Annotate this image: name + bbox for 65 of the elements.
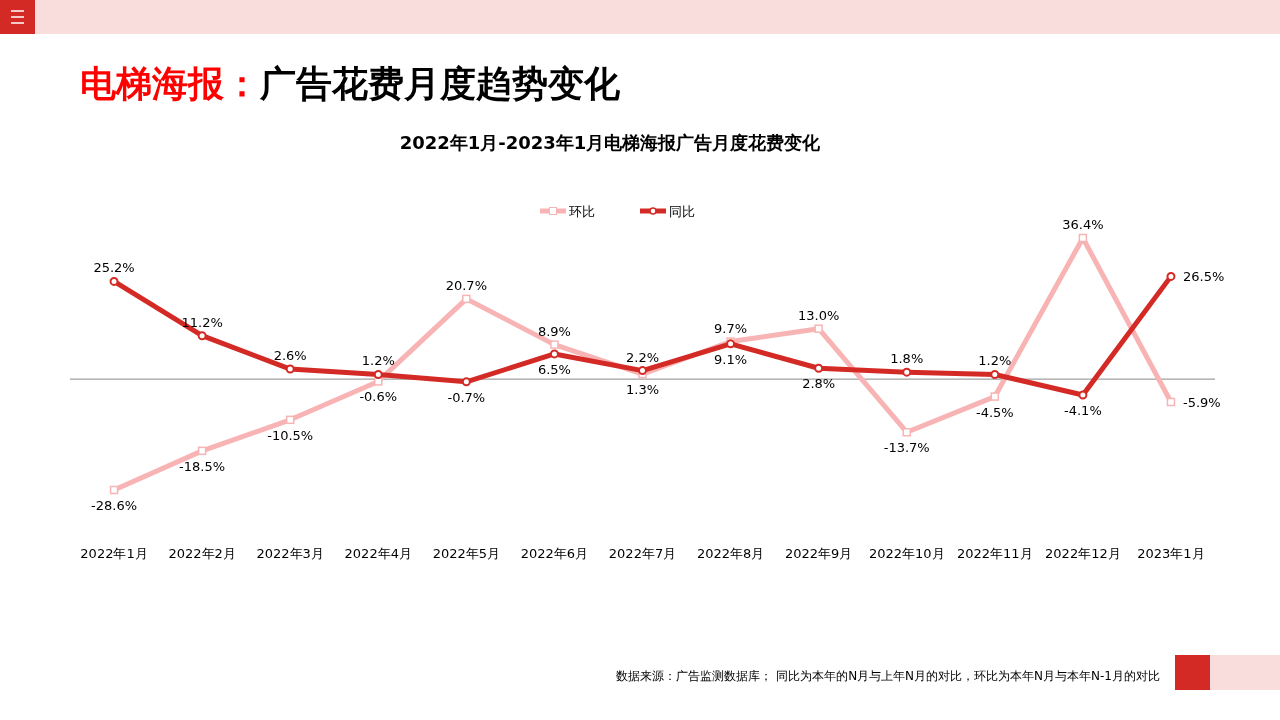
data-label: 8.9% xyxy=(537,323,571,339)
data-label: 25.2% xyxy=(93,260,135,276)
point xyxy=(373,369,383,379)
point xyxy=(109,485,119,495)
data-label: 20.7% xyxy=(445,277,487,293)
data-label: 2.8% xyxy=(802,376,836,392)
point xyxy=(1166,397,1176,407)
x-tick-label: 2022年12月 xyxy=(1045,546,1121,561)
x-tick-label: 2022年2月 xyxy=(168,546,236,561)
data-label: 1.8% xyxy=(890,351,924,367)
data-label: -0.7% xyxy=(447,389,486,405)
point xyxy=(550,340,559,349)
x-tick-label: 2022年6月 xyxy=(520,546,589,561)
data-label: 9.7% xyxy=(714,320,748,336)
data-label: 36.4% xyxy=(1062,217,1104,232)
data-label: -5.9% xyxy=(1182,394,1221,410)
data-label: -4.1% xyxy=(1064,403,1102,419)
point xyxy=(285,415,295,425)
x-tick-label: 2022年4月 xyxy=(344,546,412,561)
point xyxy=(1166,271,1176,281)
legend-label: 同比 xyxy=(669,204,695,219)
data-label: 1.2% xyxy=(978,353,1012,369)
data-label: 1.3% xyxy=(625,382,660,398)
x-tick-label: 2022年3月 xyxy=(256,546,324,561)
point xyxy=(1078,390,1088,400)
chart-title: 电梯海报：广告花费月度趋势变化 xyxy=(80,63,621,104)
data-label: 9.1% xyxy=(714,351,748,367)
x-tick-label: 2023年1月 xyxy=(1137,546,1205,561)
point xyxy=(374,377,383,386)
point xyxy=(197,446,207,456)
point xyxy=(814,363,824,373)
data-label: -13.7% xyxy=(883,440,930,456)
point xyxy=(549,349,559,359)
point xyxy=(902,427,911,437)
point xyxy=(197,331,207,341)
data-label: 2.2% xyxy=(625,349,660,365)
point xyxy=(461,377,471,387)
x-tick-label: 2022年8月 xyxy=(696,546,765,561)
x-tick-label: 2022年1月 xyxy=(80,546,148,561)
point xyxy=(285,364,295,374)
point xyxy=(902,367,912,377)
data-label: 13.0% xyxy=(798,307,840,323)
point xyxy=(990,392,1000,401)
chart-subtitle: 2022年1月-2023年1月电梯海报广告月度花费变化 xyxy=(399,132,822,153)
x-tick-label: 2022年7月 xyxy=(608,546,677,561)
legend-label: 环比 xyxy=(569,204,595,219)
data-label: 6.5% xyxy=(537,361,571,377)
point xyxy=(109,276,119,286)
point xyxy=(814,324,823,333)
data-label: 11.2% xyxy=(181,314,223,330)
data-label: -28.6% xyxy=(91,498,138,513)
data-label: 1.2% xyxy=(361,353,395,369)
data-label: -0.6% xyxy=(359,389,398,405)
data-label: 26.5% xyxy=(1182,269,1225,285)
data-label: -4.5% xyxy=(975,404,1014,420)
source-note: 数据来源：广告监测数据库； 同比为本年的N月与上年N月的对比，环比为本年N月与本年N-1月的对比 xyxy=(616,669,1160,683)
x-tick-label: 2022年11月 xyxy=(956,546,1033,561)
x-tick-label: 2022年10月 xyxy=(868,546,945,561)
point xyxy=(990,369,1000,379)
x-tick-label: 2022年5月 xyxy=(432,546,501,561)
point xyxy=(462,294,471,304)
data-label: -18.5% xyxy=(179,458,226,474)
data-label: -10.5% xyxy=(267,427,314,443)
data-label: 2.6% xyxy=(273,348,307,364)
x-tick-label: 2022年9月 xyxy=(784,546,853,561)
